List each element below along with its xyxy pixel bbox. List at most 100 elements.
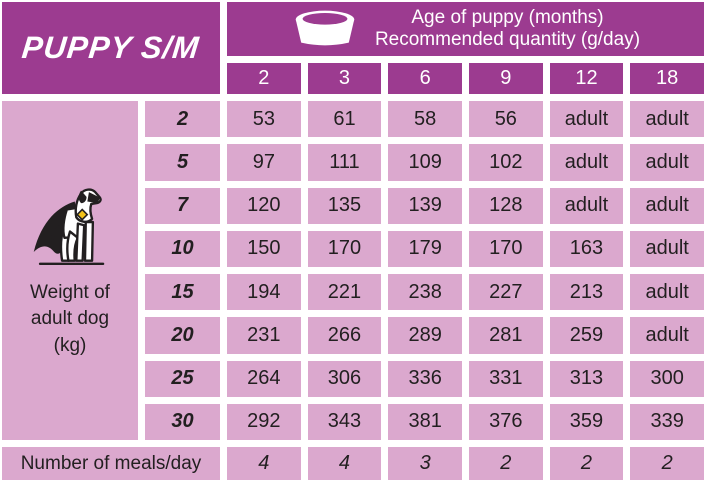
quantity-2kg-18mo-label: adult xyxy=(645,107,689,130)
quantity-20kg-12mo-label: 259 xyxy=(569,323,604,346)
quantity-2kg-12mo-label: adult xyxy=(564,107,609,130)
age-col-header-3: 3 xyxy=(307,63,382,94)
quantity-15kg-18mo: adult xyxy=(630,274,704,311)
weight-row-header-15kg: 15 xyxy=(145,274,220,311)
quantity-30kg-6mo: 381 xyxy=(388,403,462,440)
quantity-5kg-2mo-label: 97 xyxy=(252,150,275,173)
quantity-30kg-12mo: 359 xyxy=(549,403,624,440)
age-col-header-6-label: 6 xyxy=(419,67,431,89)
quantity-5kg-3mo-label: 111 xyxy=(329,150,360,173)
weight-row-header-2kg-label: 2 xyxy=(176,107,189,130)
quantity-10kg-18mo-label: adult xyxy=(645,237,689,260)
quantity-10kg-3mo-label: 170 xyxy=(327,237,362,260)
quantity-15kg-9mo: 227 xyxy=(468,274,543,311)
quantity-20kg-18mo: adult xyxy=(630,317,704,354)
quantity-15kg-3mo: 221 xyxy=(307,274,382,311)
row-axis-label-line1: Weight of xyxy=(30,281,110,303)
quantity-30kg-6mo-label: 381 xyxy=(408,410,442,433)
meals-per-day-18mo-label: 2 xyxy=(661,452,673,474)
quantity-7kg-2mo: 120 xyxy=(227,187,301,224)
weight-row-header-25kg: 25 xyxy=(145,360,220,397)
quantity-30kg-9mo-label: 376 xyxy=(489,410,523,433)
age-axis-label: Age of puppy (months) xyxy=(411,6,604,28)
superhero-dog-icon xyxy=(29,182,111,270)
weight-row-header-10kg: 10 xyxy=(145,230,220,267)
quantity-25kg-18mo-label: 300 xyxy=(650,367,684,390)
quantity-20kg-12mo: 259 xyxy=(549,317,624,354)
product-title-block: PUPPY S/M xyxy=(2,2,220,94)
quantity-5kg-9mo-label: 102 xyxy=(489,150,523,173)
quantity-20kg-3mo: 266 xyxy=(307,317,382,354)
row-axis-block: Weight of adult dog (kg) xyxy=(2,101,138,440)
quantity-7kg-18mo-label: adult xyxy=(645,194,689,217)
quantity-15kg-12mo: 213 xyxy=(549,274,624,311)
quantity-25kg-6mo-label: 336 xyxy=(408,367,442,390)
meals-per-day-2mo: 4 xyxy=(227,447,301,480)
quantity-20kg-6mo-label: 289 xyxy=(408,323,442,346)
meals-per-day-6mo-label: 3 xyxy=(419,452,431,474)
row-axis-label-line3: (kg) xyxy=(53,334,87,356)
quantity-20kg-9mo: 281 xyxy=(468,317,543,354)
age-col-header-9: 9 xyxy=(468,63,543,94)
quantity-10kg-9mo-label: 170 xyxy=(489,237,523,260)
weight-row-header-30kg: 30 xyxy=(145,403,220,440)
weight-row-header-25kg-label: 25 xyxy=(171,367,194,390)
quantity-7kg-9mo: 128 xyxy=(468,187,543,224)
meals-per-day-9mo: 2 xyxy=(468,447,543,480)
row-axis-label: Weight of adult dog (kg) xyxy=(30,280,110,360)
meals-per-day-12mo: 2 xyxy=(549,447,624,480)
quantity-30kg-2mo: 292 xyxy=(227,403,301,440)
quantity-7kg-12mo-label: adult xyxy=(564,194,609,217)
age-col-header-12-label: 12 xyxy=(575,67,598,89)
quantity-10kg-2mo: 150 xyxy=(227,230,301,267)
quantity-5kg-9mo: 102 xyxy=(468,144,543,181)
meals-per-day-2mo-label: 4 xyxy=(258,452,270,474)
quantity-30kg-12mo-label: 359 xyxy=(569,410,604,433)
dog-bowl-icon xyxy=(291,8,359,50)
quantity-5kg-18mo-label: adult xyxy=(645,150,689,173)
weight-row-header-20kg-label: 20 xyxy=(171,323,194,346)
quantity-20kg-2mo-label: 231 xyxy=(247,323,281,346)
quantity-2kg-6mo-label: 58 xyxy=(414,107,437,130)
meals-per-day-9mo-label: 2 xyxy=(500,452,512,474)
quantity-5kg-6mo: 109 xyxy=(388,144,462,181)
quantity-10kg-9mo: 170 xyxy=(468,230,543,267)
weight-row-header-7kg-label: 7 xyxy=(176,194,189,217)
quantity-7kg-3mo: 135 xyxy=(307,187,382,224)
quantity-15kg-3mo-label: 221 xyxy=(327,280,362,303)
weight-row-header-7kg: 7 xyxy=(145,187,220,224)
meals-per-day-12mo-label: 2 xyxy=(580,452,593,474)
age-col-header-6: 6 xyxy=(388,63,462,94)
age-col-header-3-label: 3 xyxy=(338,67,351,89)
quantity-2kg-18mo: adult xyxy=(630,101,704,138)
quantity-10kg-18mo: adult xyxy=(630,230,704,267)
quantity-7kg-12mo: adult xyxy=(549,187,624,224)
quantity-25kg-9mo-label: 331 xyxy=(489,367,523,390)
quantity-2kg-9mo-label: 56 xyxy=(494,107,517,130)
quantity-10kg-2mo-label: 150 xyxy=(247,237,281,260)
column-axis-labels: Age of puppy (months) Recommended quanti… xyxy=(375,7,640,52)
quantity-30kg-18mo: 339 xyxy=(630,403,704,440)
weight-row-header-5kg-label: 5 xyxy=(176,150,189,173)
quantity-15kg-6mo-label: 238 xyxy=(408,280,442,303)
quantity-7kg-6mo: 139 xyxy=(388,187,462,224)
age-col-header-2: 2 xyxy=(227,63,301,94)
quantity-5kg-3mo: 111 xyxy=(307,144,382,181)
quantity-25kg-12mo: 313 xyxy=(549,360,624,397)
quantity-25kg-2mo-label: 264 xyxy=(247,367,281,390)
row-axis-label-line2: adult dog xyxy=(30,308,110,330)
quantity-2kg-3mo-label: 61 xyxy=(333,107,356,130)
quantity-7kg-2mo-label: 120 xyxy=(247,194,281,217)
product-title: PUPPY S/M xyxy=(20,30,202,65)
quantity-axis-label: Recommended quantity (g/day) xyxy=(374,29,641,50)
quantity-10kg-6mo: 179 xyxy=(388,230,462,267)
quantity-2kg-3mo: 61 xyxy=(307,101,382,138)
quantity-7kg-3mo-label: 135 xyxy=(327,194,362,217)
quantity-15kg-2mo-label: 194 xyxy=(247,280,281,303)
quantity-20kg-18mo-label: adult xyxy=(645,323,689,346)
quantity-25kg-9mo: 331 xyxy=(468,360,543,397)
quantity-10kg-12mo: 163 xyxy=(549,230,624,267)
quantity-30kg-18mo-label: 339 xyxy=(650,410,684,433)
